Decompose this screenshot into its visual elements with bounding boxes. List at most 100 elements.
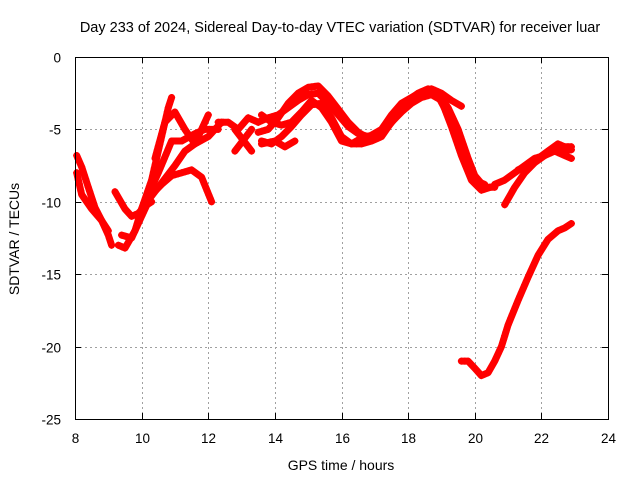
data-point-marker — [248, 115, 256, 123]
data-point-marker — [133, 223, 141, 231]
data-point-marker — [518, 173, 526, 180]
data-point-marker — [497, 343, 505, 351]
data-point-marker — [176, 154, 184, 162]
data-point-marker — [200, 180, 208, 188]
data-point-marker — [151, 160, 159, 168]
data-point-marker — [274, 114, 282, 122]
data-point-marker — [152, 150, 160, 158]
data-point-marker — [248, 147, 256, 155]
data-point-marker — [129, 230, 137, 238]
data-point-marker — [261, 126, 269, 134]
data-point-marker — [374, 134, 382, 142]
data-point-marker — [557, 225, 565, 233]
series-arc-15 — [258, 85, 465, 148]
data-point-marker — [477, 372, 485, 380]
data-point-marker — [164, 104, 172, 112]
data-point-marker — [128, 234, 136, 242]
data-point-marker — [491, 180, 499, 188]
data-point-marker — [104, 227, 112, 235]
data-point-marker — [338, 137, 345, 145]
data-point-marker — [124, 233, 132, 241]
data-point-marker — [159, 126, 167, 134]
data-point-marker — [494, 179, 502, 187]
y-tick-label: -25 — [41, 413, 61, 428]
data-point-marker — [73, 152, 81, 159]
data-point-marker — [146, 187, 154, 195]
data-point-marker — [82, 175, 90, 183]
data-point-marker — [334, 130, 341, 137]
data-point-marker — [165, 100, 173, 108]
data-point-marker — [79, 167, 87, 175]
data-point-marker — [171, 162, 179, 170]
data-point-marker — [554, 227, 562, 235]
data-point-marker — [484, 369, 492, 377]
data-point-marker — [527, 266, 535, 274]
data-point-marker — [494, 350, 502, 358]
data-point-marker — [203, 115, 211, 122]
data-point-marker — [424, 86, 432, 94]
data-point-marker — [136, 216, 144, 224]
data-point-marker — [484, 184, 492, 192]
data-point-marker — [385, 115, 393, 122]
data-point-marker — [279, 107, 287, 115]
data-point-marker — [446, 119, 454, 127]
data-point-marker — [181, 168, 189, 176]
data-point-marker — [517, 165, 525, 172]
x-tick-label: 24 — [601, 431, 617, 446]
data-point-marker — [447, 123, 455, 130]
series-arc-8 — [151, 108, 212, 162]
data-point-marker — [427, 85, 435, 93]
data-point-marker — [148, 183, 156, 191]
y-tick-label: 0 — [53, 51, 61, 66]
data-point-marker — [158, 130, 166, 138]
data-point-marker — [291, 137, 299, 145]
data-point-marker — [567, 154, 575, 162]
data-point-marker — [163, 108, 171, 116]
data-point-marker — [154, 169, 162, 177]
data-point-marker — [445, 115, 453, 123]
data-point-marker — [455, 144, 463, 152]
data-point-marker — [464, 357, 472, 365]
data-point-marker — [358, 134, 365, 142]
data-point-marker — [258, 127, 266, 135]
data-point-marker — [149, 180, 157, 188]
data-point-marker — [199, 177, 207, 185]
data-point-marker — [514, 296, 522, 304]
data-point-marker — [186, 133, 194, 141]
data-point-marker — [83, 198, 91, 206]
data-point-marker — [504, 321, 512, 329]
data-point-marker — [330, 122, 337, 130]
data-point-marker — [138, 205, 146, 213]
data-point-marker — [513, 300, 521, 308]
data-point-marker — [508, 310, 516, 318]
data-point-marker — [171, 171, 179, 179]
data-point-marker — [144, 191, 152, 199]
data-point-marker — [284, 119, 292, 127]
x-tick-label: 18 — [401, 431, 416, 446]
data-point-marker — [206, 194, 214, 202]
data-point-marker — [463, 166, 471, 173]
data-point-marker — [521, 281, 529, 289]
data-point-marker — [443, 111, 451, 119]
data-point-marker — [108, 241, 116, 249]
data-point-marker — [205, 191, 213, 199]
data-point-marker — [193, 136, 201, 144]
data-point-marker — [173, 158, 181, 166]
data-point-marker — [516, 292, 524, 300]
y-axis-label: SDTVAR / TECUs — [6, 183, 22, 295]
data-point-marker — [118, 231, 126, 239]
x-tick-label: 12 — [201, 431, 216, 446]
data-point-marker — [166, 141, 174, 148]
data-point-marker — [434, 88, 442, 96]
data-point-marker — [76, 159, 84, 167]
data-point-marker — [457, 152, 465, 159]
data-point-marker — [201, 118, 209, 126]
data-point-marker — [121, 205, 129, 213]
x-tick-label: 14 — [268, 431, 284, 446]
data-point-marker — [162, 151, 170, 159]
data-point-marker — [471, 364, 479, 372]
data-point-marker — [266, 138, 274, 146]
data-point-marker — [524, 273, 532, 281]
data-point-marker — [519, 285, 527, 293]
